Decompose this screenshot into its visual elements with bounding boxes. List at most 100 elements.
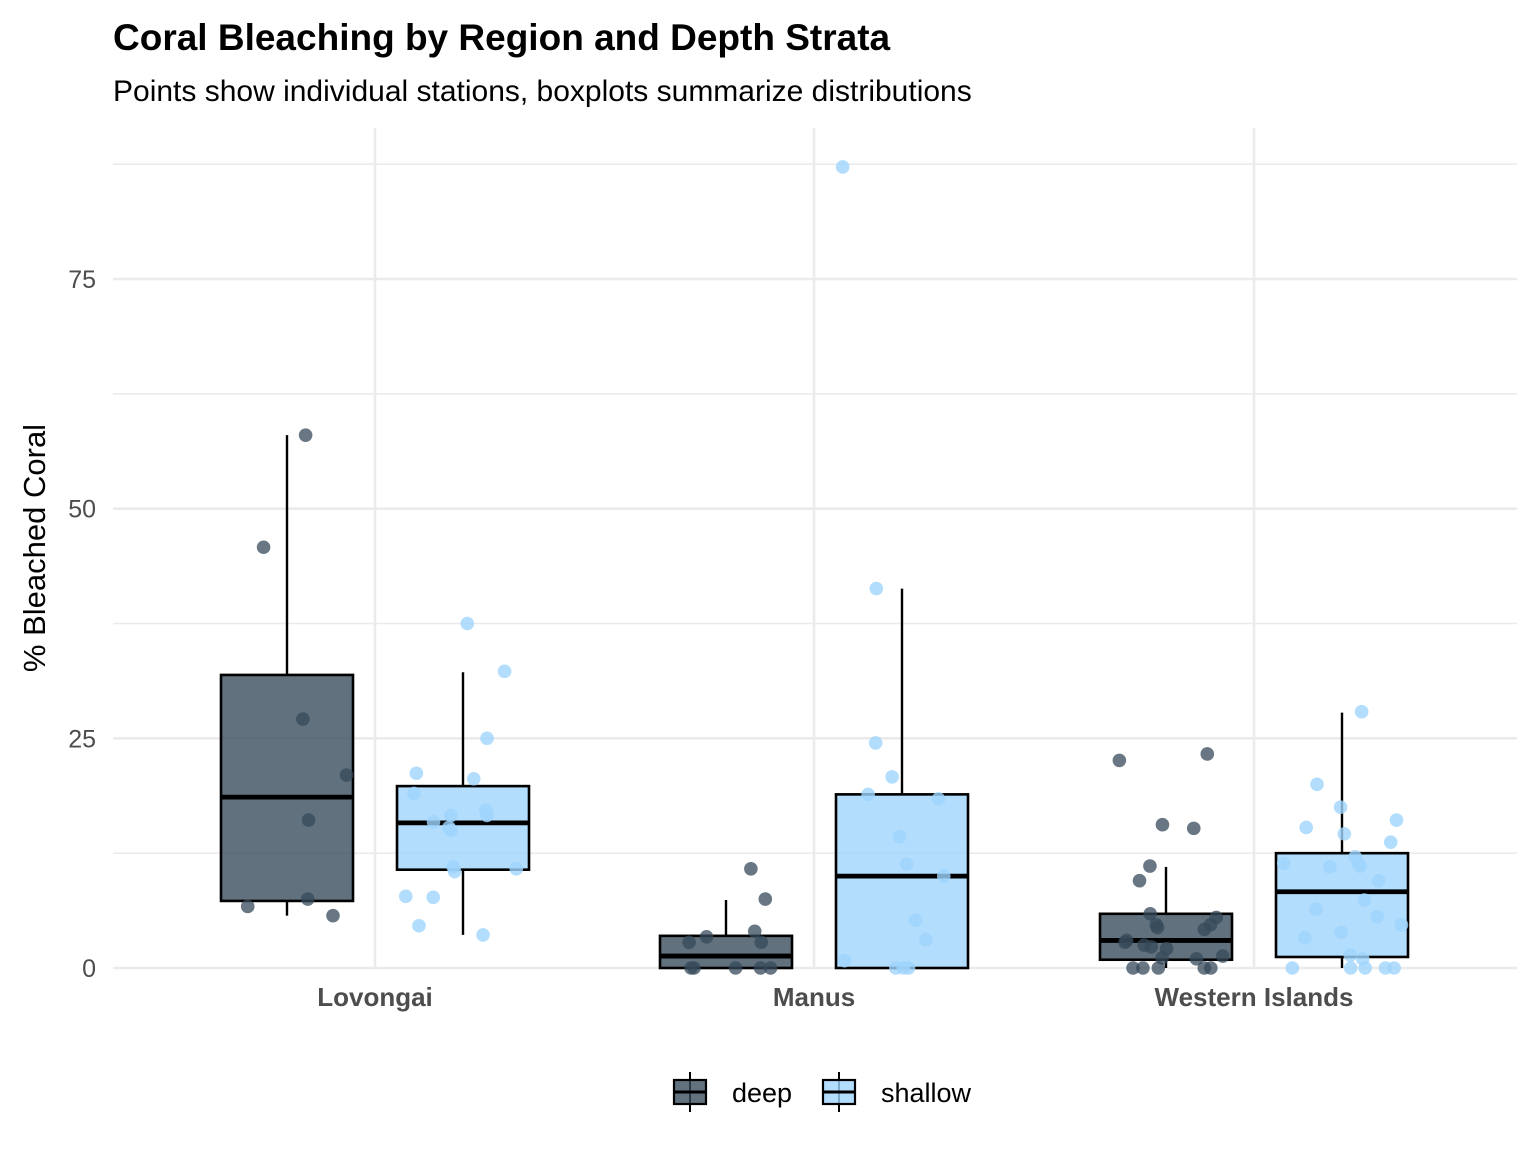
station-point-deep — [1132, 873, 1147, 888]
station-point-shallow — [1323, 860, 1337, 874]
station-point-deep — [256, 540, 271, 555]
station-point-shallow — [409, 766, 424, 781]
y-axis-ticks: 0 25 50 75 — [68, 266, 96, 983]
station-point-deep — [1143, 906, 1157, 921]
station-point-deep — [763, 961, 778, 975]
boxplot-deep — [658, 900, 794, 970]
legend-item-shallow: shallow — [821, 1072, 972, 1112]
boxplot-shallow — [395, 672, 531, 935]
station-point-deep — [1186, 821, 1201, 836]
y-tick-label: 75 — [68, 266, 96, 294]
station-point-shallow — [444, 823, 458, 837]
station-point-deep — [298, 428, 313, 442]
station-point-shallow — [899, 857, 914, 871]
station-point-shallow — [1299, 820, 1313, 835]
station-point-shallow — [835, 160, 850, 174]
station-point-deep — [326, 908, 340, 923]
station-point-shallow — [497, 664, 512, 679]
x-tick-label: Western Islands — [1155, 982, 1354, 1012]
legend: deep shallow — [672, 1072, 972, 1112]
station-point-deep — [1155, 817, 1170, 832]
station-point-deep — [1136, 961, 1150, 975]
station-point-deep — [747, 924, 762, 939]
station-point-shallow — [892, 829, 907, 844]
station-point-shallow — [480, 731, 494, 746]
station-point-deep — [1143, 859, 1157, 873]
station-point-shallow — [1358, 961, 1372, 975]
station-point-shallow — [1371, 873, 1386, 888]
boxplot-shallow — [834, 588, 970, 970]
station-point-shallow — [444, 808, 458, 823]
station-point-deep — [1144, 940, 1159, 954]
box-iqr — [219, 673, 355, 903]
station-point-deep — [300, 892, 315, 906]
station-point-shallow — [1370, 909, 1384, 924]
station-point-deep — [240, 899, 255, 914]
station-point-shallow — [1337, 827, 1352, 841]
y-tick-label: 25 — [68, 725, 96, 753]
station-point-deep — [1118, 935, 1132, 950]
y-axis-label: % Bleached Coral — [17, 424, 52, 672]
station-point-shallow — [1394, 918, 1409, 932]
station-point-shallow — [1285, 961, 1300, 975]
station-point-shallow — [447, 864, 462, 879]
station-point-deep — [753, 961, 768, 975]
station-point-shallow — [919, 932, 933, 947]
station-point-shallow — [931, 792, 946, 806]
station-point-deep — [1215, 949, 1230, 963]
station-point-shallow — [1276, 856, 1291, 871]
station-point-shallow — [1298, 930, 1312, 945]
legend-label: shallow — [881, 1078, 972, 1108]
station-point-deep — [758, 892, 773, 906]
station-point-shallow — [1343, 948, 1358, 962]
station-point-deep — [1112, 753, 1127, 768]
station-point-shallow — [412, 918, 426, 933]
x-tick-label: Manus — [773, 982, 855, 1012]
station-point-shallow — [869, 581, 884, 596]
station-point-shallow — [466, 771, 481, 786]
station-point-shallow — [936, 869, 951, 883]
station-point-shallow — [1334, 925, 1348, 939]
station-point-deep — [1150, 920, 1165, 935]
station-point-shallow — [868, 736, 883, 750]
station-point-shallow — [1354, 704, 1369, 719]
station-point-shallow — [1383, 835, 1398, 849]
station-point-shallow — [460, 616, 475, 631]
station-point-deep — [699, 929, 714, 944]
station-point-shallow — [837, 953, 852, 968]
legend-item-deep: deep — [672, 1072, 792, 1112]
station-point-deep — [682, 935, 696, 950]
station-point-shallow — [426, 890, 441, 905]
station-point-deep — [684, 961, 698, 975]
station-point-deep — [339, 768, 354, 782]
station-point-shallow — [1343, 961, 1358, 975]
legend-label: deep — [732, 1078, 792, 1108]
station-point-shallow — [480, 808, 494, 823]
station-point-shallow — [1353, 859, 1367, 873]
station-point-deep — [744, 861, 758, 876]
x-axis-ticks: Lovongai Manus Western Islands — [317, 982, 1353, 1012]
station-point-shallow — [407, 786, 421, 801]
station-point-shallow — [1333, 800, 1348, 815]
box-iqr — [395, 784, 531, 872]
station-point-shallow — [398, 889, 413, 904]
station-point-deep — [301, 813, 316, 827]
station-point-deep — [1126, 961, 1140, 975]
points-layer — [240, 160, 1409, 975]
station-point-deep — [1197, 961, 1212, 975]
boxplot-deep — [219, 435, 355, 916]
box-iqr — [1274, 851, 1410, 959]
station-point-deep — [754, 935, 769, 950]
station-point-shallow — [1387, 961, 1401, 975]
box-iqr — [658, 934, 794, 970]
station-point-shallow — [426, 815, 441, 829]
y-tick-label: 50 — [68, 496, 96, 524]
station-point-shallow — [885, 770, 899, 784]
station-point-deep — [296, 712, 310, 726]
y-tick-label: 0 — [82, 955, 96, 983]
station-point-deep — [1151, 961, 1166, 975]
x-tick-label: Lovongai — [317, 982, 433, 1012]
station-point-shallow — [1310, 777, 1324, 792]
